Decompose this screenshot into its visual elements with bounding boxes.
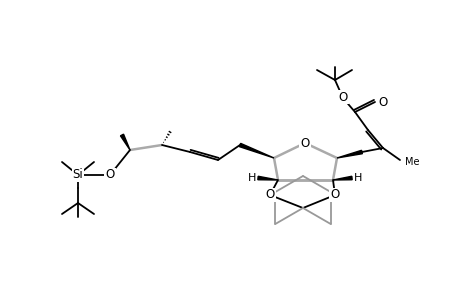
- Text: Si: Si: [73, 169, 83, 182]
- Text: O: O: [105, 169, 114, 182]
- Polygon shape: [257, 176, 277, 180]
- Text: O: O: [338, 91, 347, 103]
- Text: O: O: [330, 188, 339, 202]
- Polygon shape: [332, 176, 352, 180]
- Text: H: H: [247, 173, 256, 183]
- Text: H: H: [353, 173, 361, 183]
- Polygon shape: [336, 150, 362, 158]
- Text: O: O: [265, 188, 274, 202]
- Text: Me: Me: [404, 157, 419, 167]
- Polygon shape: [120, 134, 130, 150]
- Text: O: O: [300, 136, 309, 149]
- Text: O: O: [378, 95, 387, 109]
- Polygon shape: [239, 143, 274, 158]
